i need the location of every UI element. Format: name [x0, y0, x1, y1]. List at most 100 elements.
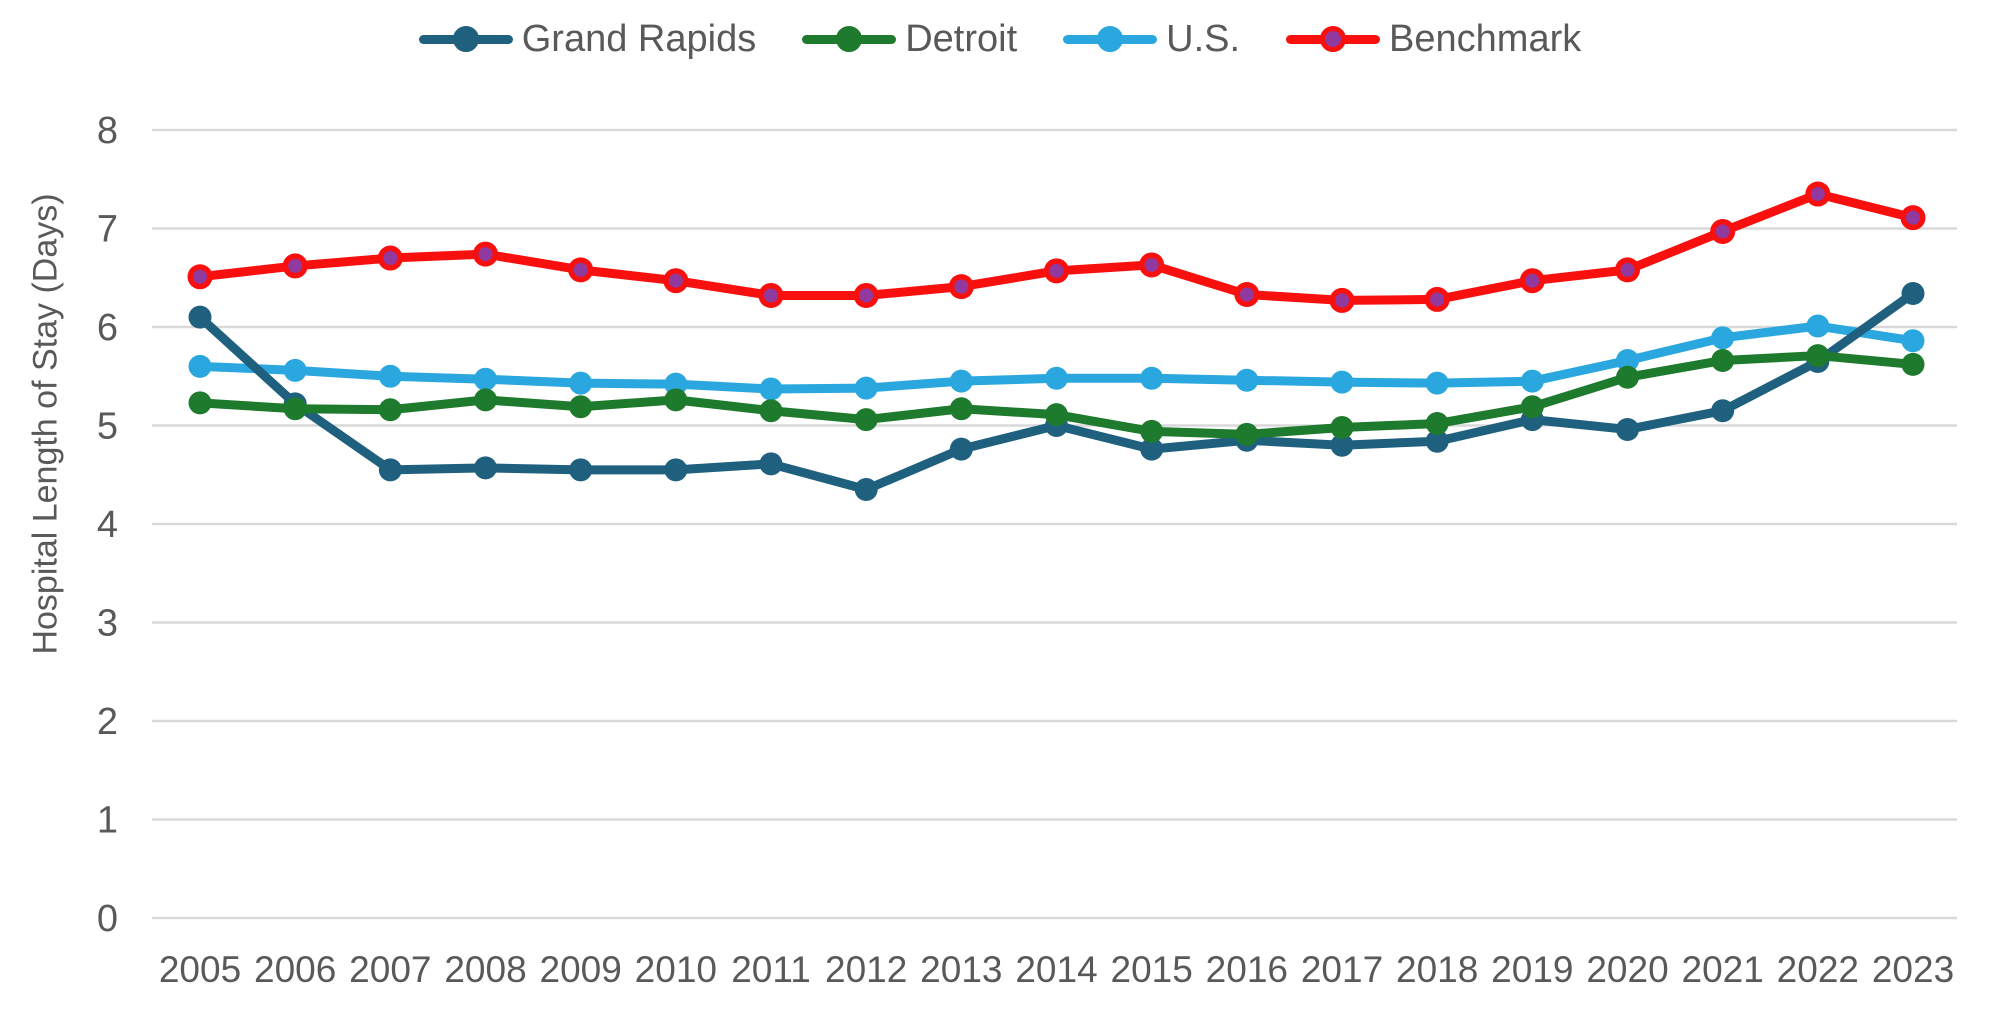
data-point-center-benchmark-2009 [573, 262, 588, 277]
data-point-center-benchmark-2016 [1239, 287, 1254, 302]
data-point-center-benchmark-2006 [288, 258, 303, 273]
data-point-u-s-2012 [854, 376, 878, 400]
data-point-center-benchmark-2015 [1144, 257, 1159, 272]
data-point-detroit-2021 [1711, 348, 1735, 372]
data-point-detroit-2020 [1616, 365, 1639, 389]
data-point-detroit-2008 [474, 388, 497, 412]
data-point-u-s-2021 [1711, 326, 1735, 350]
data-point-grand-rapids-2009 [569, 458, 593, 482]
y-tick-label-8: 8 [97, 110, 118, 152]
data-point-u-s-2011 [759, 377, 783, 401]
y-tick-label-0: 0 [97, 898, 118, 940]
data-point-grand-rapids-2012 [854, 478, 878, 502]
data-point-u-s-2018 [1425, 371, 1449, 395]
data-point-center-benchmark-2023 [1906, 210, 1920, 225]
data-point-detroit-2012 [854, 408, 878, 432]
x-tick-label-2021: 2021 [1682, 949, 1764, 990]
x-tick-label-2013: 2013 [920, 949, 1002, 990]
data-point-center-benchmark-2011 [764, 288, 778, 303]
y-tick-label-3: 3 [97, 603, 118, 645]
data-point-u-s-2015 [1140, 366, 1164, 390]
legend-dot [836, 26, 863, 52]
data-point-detroit-2005 [188, 391, 212, 415]
x-tick-label-2016: 2016 [1206, 949, 1288, 990]
data-point-center-benchmark-2021 [1715, 224, 1730, 239]
grand-rapids-line-marker-icon [418, 25, 513, 53]
x-tick-label-2008: 2008 [444, 949, 526, 990]
legend-label-benchmark: Benchmark [1389, 18, 1582, 60]
x-tick-label-2005: 2005 [159, 949, 241, 990]
y-tick-label-7: 7 [97, 209, 118, 251]
legend-label-grand-rapids: Grand Rapids [521, 18, 757, 60]
data-point-center-benchmark-2022 [1810, 187, 1825, 202]
x-tick-label-2018: 2018 [1396, 949, 1478, 990]
y-tick-label-4: 4 [97, 504, 118, 546]
legend-dot [1097, 26, 1124, 52]
data-point-grand-rapids-2007 [378, 458, 402, 482]
data-point-detroit-2023 [1901, 352, 1925, 376]
data-point-u-s-2005 [188, 354, 212, 378]
legend-item-grand-rapids: Grand Rapids [418, 18, 757, 60]
data-point-grand-rapids-2013 [949, 437, 973, 461]
legend-label-detroit: Detroit [905, 18, 1018, 60]
legend-dot [1320, 26, 1347, 52]
data-point-u-s-2017 [1330, 370, 1354, 394]
data-point-center-benchmark-2019 [1525, 273, 1540, 288]
data-point-grand-rapids-2008 [474, 456, 497, 480]
legend-item-benchmark: Benchmark [1286, 20, 1581, 58]
legend-item-detroit: Detroit [802, 20, 1017, 58]
data-point-detroit-2015 [1140, 419, 1164, 443]
data-point-center-benchmark-2012 [859, 288, 874, 303]
data-point-u-s-2010 [664, 372, 688, 396]
x-tick-label-2014: 2014 [1015, 949, 1097, 990]
data-point-center-benchmark-2017 [1335, 293, 1349, 308]
data-point-center-benchmark-2018 [1430, 292, 1445, 307]
data-point-grand-rapids-2021 [1711, 399, 1735, 423]
data-point-center-benchmark-2010 [668, 273, 683, 288]
data-point-u-s-2023 [1901, 329, 1925, 353]
x-tick-label-2019: 2019 [1491, 949, 1573, 990]
series-line-grand-rapids [195, 289, 1918, 495]
x-tick-label-2022: 2022 [1777, 949, 1859, 990]
data-point-detroit-2017 [1330, 415, 1354, 439]
data-point-detroit-2014 [1045, 403, 1068, 427]
x-tick-label-2011: 2011 [731, 949, 811, 990]
legend-dot [452, 26, 479, 52]
data-point-grand-rapids-2010 [664, 458, 688, 482]
data-point-u-s-2006 [283, 358, 307, 382]
x-tick-label-2010: 2010 [635, 949, 717, 990]
x-tick-label-2023: 2023 [1872, 949, 1954, 990]
data-point-u-s-2007 [378, 364, 402, 388]
legend-item-us: U.S. [1063, 20, 1240, 58]
data-point-detroit-2011 [759, 399, 783, 423]
benchmark-line-marker-icon [1286, 25, 1381, 53]
data-point-detroit-2022 [1806, 344, 1830, 368]
data-point-center-benchmark-2014 [1049, 263, 1064, 278]
data-point-grand-rapids-2005 [188, 305, 212, 329]
data-point-u-s-2008 [474, 367, 497, 391]
x-tick-label-2009: 2009 [540, 949, 622, 990]
detroit-line-marker-icon [802, 25, 897, 53]
data-point-detroit-2018 [1425, 412, 1449, 436]
data-point-center-benchmark-2020 [1620, 262, 1635, 277]
us-line-marker-icon [1063, 25, 1158, 53]
data-point-detroit-2007 [378, 398, 402, 422]
data-point-grand-rapids-2020 [1616, 417, 1639, 441]
data-point-center-benchmark-2008 [478, 247, 493, 262]
data-point-u-s-2009 [569, 371, 593, 395]
data-point-grand-rapids-2015 [1140, 437, 1164, 461]
x-tick-label-2017: 2017 [1301, 949, 1383, 990]
data-point-grand-rapids-2011 [759, 452, 783, 476]
data-point-detroit-2019 [1520, 395, 1544, 419]
legend-label-us: U.S. [1166, 18, 1241, 60]
data-point-grand-rapids-2017 [1330, 433, 1354, 457]
data-point-center-benchmark-2007 [383, 251, 398, 266]
data-point-center-benchmark-2013 [954, 279, 969, 294]
x-tick-label-2007: 2007 [349, 949, 431, 990]
data-point-u-s-2022 [1806, 314, 1830, 338]
data-point-detroit-2016 [1235, 422, 1259, 446]
data-point-u-s-2014 [1045, 366, 1068, 390]
data-point-detroit-2009 [569, 395, 593, 419]
